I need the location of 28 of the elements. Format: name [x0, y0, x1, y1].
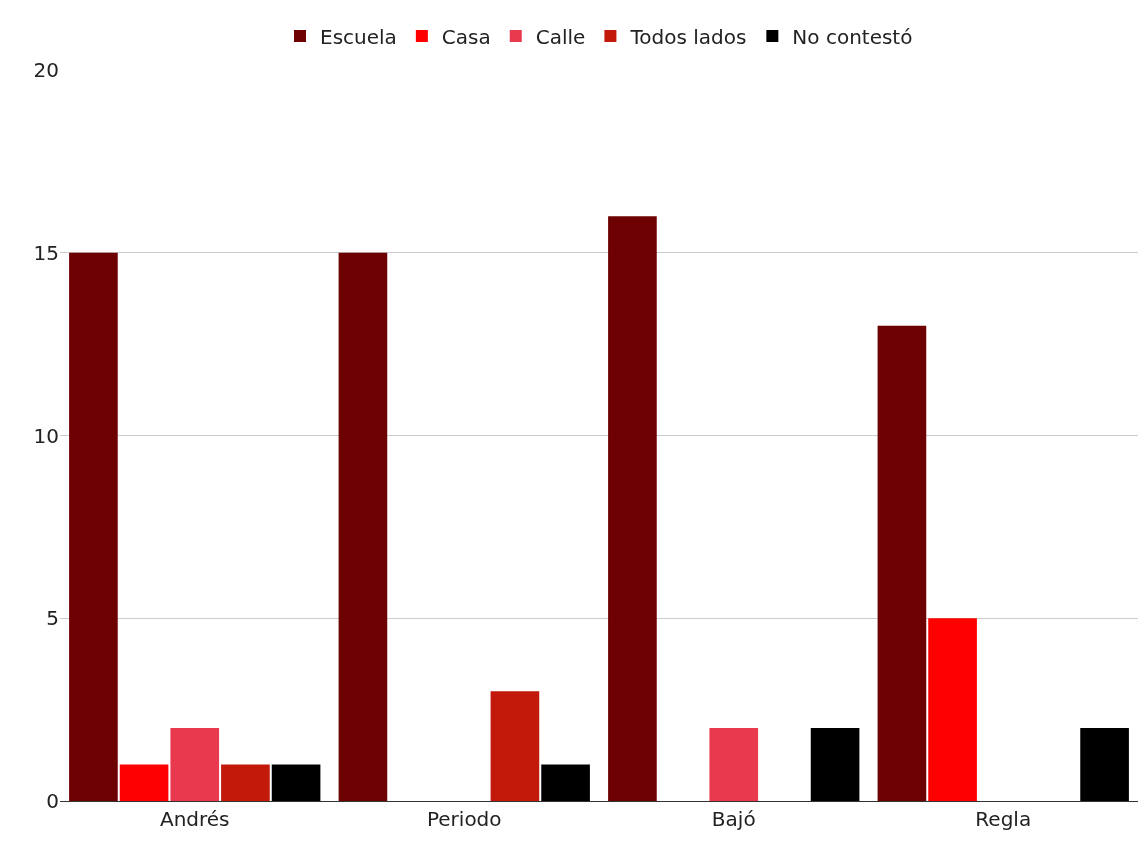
- legend-label: Calle: [535, 24, 586, 49]
- y-tick-label: 5: [46, 606, 59, 631]
- bar: [709, 727, 759, 801]
- y-tick-label: 20: [33, 58, 59, 82]
- legend-label: No contestó: [792, 24, 913, 49]
- bar: [877, 325, 927, 801]
- legend-label: Casa: [441, 24, 491, 49]
- bar: [1080, 727, 1129, 801]
- bar: [541, 764, 590, 801]
- x-tick-label: Andrés: [159, 807, 230, 831]
- y-tick-label: 10: [33, 423, 59, 448]
- x-tick-label: Bajó: [711, 807, 756, 831]
- bar: [119, 764, 169, 801]
- bar: [221, 764, 270, 801]
- bar: [170, 727, 220, 801]
- y-tick-label: 0: [46, 789, 59, 813]
- legend-label: Escuela: [320, 24, 397, 49]
- bar: [69, 252, 118, 801]
- bar: [928, 618, 977, 801]
- legend-label: Todos lados: [629, 24, 747, 49]
- bar: [490, 691, 540, 801]
- bar: [271, 764, 321, 801]
- bar: [810, 727, 860, 801]
- y-tick-label: 15: [33, 240, 59, 265]
- x-tick-label: Periodo: [426, 807, 502, 831]
- bar: [338, 252, 388, 801]
- x-tick-label: Regla: [975, 807, 1032, 831]
- bar: [608, 216, 657, 801]
